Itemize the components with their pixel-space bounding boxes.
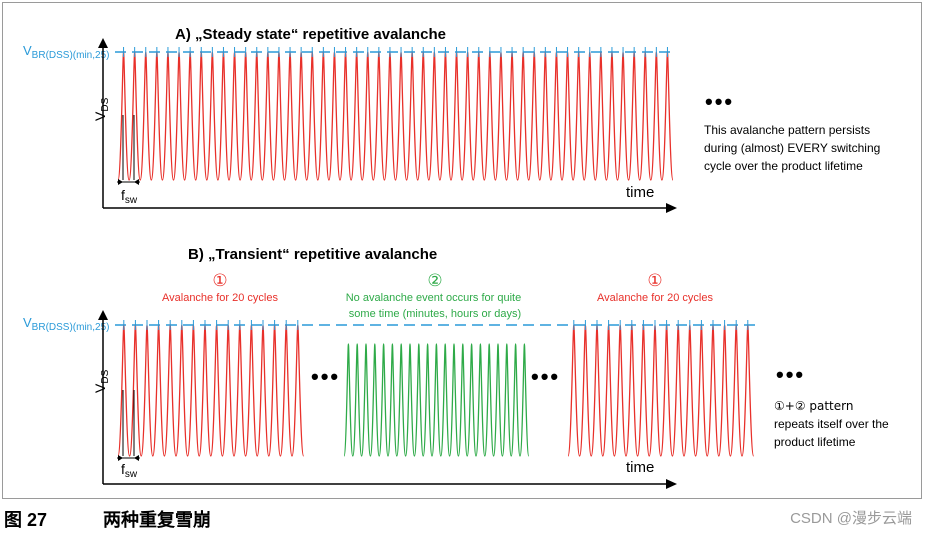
avalanche-spike-train bbox=[117, 51, 674, 181]
panel-b-no-avalanche-waveform bbox=[343, 343, 530, 457]
panel-b-note: ①+② pattern repeats itself over the prod… bbox=[774, 399, 893, 449]
panel-b-vbr-label: VBR(DSS)(min,25) bbox=[23, 315, 109, 333]
panel-a-fsw-label: fsw bbox=[121, 187, 138, 206]
panel-b-phase2-number: ② bbox=[427, 271, 442, 291]
panel-a-vbr-label: VBR(DSS)(min,25) bbox=[23, 43, 109, 61]
avalanche-spike-train bbox=[567, 324, 755, 457]
panel-b-phase1-label: Avalanche for 20 cycles bbox=[162, 292, 278, 304]
avalanche-spike-train bbox=[117, 324, 305, 457]
arrow-head-icon bbox=[98, 38, 108, 48]
panel-a-ellipsis: ••• bbox=[705, 89, 734, 114]
panel-b-phase1-number: ① bbox=[212, 271, 227, 291]
panel-a-vds-label: VDS bbox=[92, 97, 111, 121]
arrow-head-icon bbox=[666, 479, 677, 489]
panel-b-threshold-ticks bbox=[123, 320, 749, 330]
panel-a-time-label: time bbox=[626, 184, 654, 201]
figure-caption: 两种重复雪崩 bbox=[103, 510, 211, 530]
double-arrow-icon bbox=[117, 455, 140, 461]
panel-b-avalanche-waveform-1 bbox=[117, 324, 305, 457]
panel-b-fsw-label: fsw bbox=[121, 461, 138, 480]
double-arrow-icon bbox=[117, 179, 140, 185]
panel-b-phase3-label: Avalanche for 20 cycles bbox=[597, 292, 713, 304]
panel-a-waveform bbox=[117, 51, 674, 181]
panel-a-title: A) „Steady state“ repetitive avalanche bbox=[175, 26, 446, 43]
figure-frame bbox=[2, 2, 922, 499]
panel-b-phase3-number: ① bbox=[647, 271, 662, 291]
panel-a-threshold-ticks bbox=[123, 47, 668, 57]
panel-b-ellipsis-note: ••• bbox=[776, 362, 805, 387]
panel-b-phase2-label: No avalanche event occurs for quite some… bbox=[346, 292, 525, 320]
panel-b: B) „Transient“ repetitive avalanche ① Av… bbox=[23, 246, 893, 489]
panel-b-time-label: time bbox=[626, 459, 654, 476]
panel-b-ellipsis-left: ••• bbox=[311, 364, 340, 389]
figure-number: 图 27 bbox=[4, 510, 48, 530]
panel-a: A) „Steady state“ repetitive avalanche V… bbox=[23, 26, 884, 213]
arrow-head-icon bbox=[98, 310, 108, 320]
watermark: CSDN @漫步云端 bbox=[790, 510, 912, 527]
panel-a-note: This avalanche pattern persists during (… bbox=[704, 123, 884, 173]
panel-b-title: B) „Transient“ repetitive avalanche bbox=[188, 246, 437, 263]
panel-b-avalanche-waveform-2 bbox=[567, 324, 755, 457]
panel-b-vds-label: VDS bbox=[92, 369, 111, 393]
arrow-head-icon bbox=[666, 203, 677, 213]
no-avalanche-spike-train bbox=[343, 343, 530, 457]
panel-b-ellipsis-right: ••• bbox=[531, 364, 560, 389]
